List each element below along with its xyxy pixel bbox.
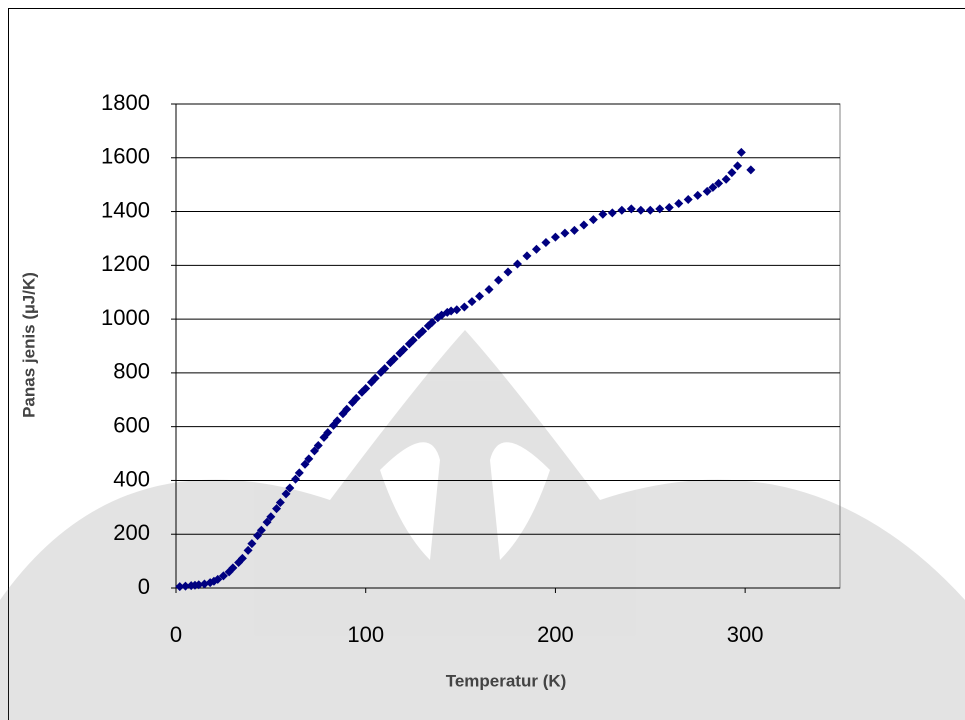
data-point [665,203,674,212]
data-point [693,191,702,200]
x-tick-label: 0 [170,622,182,647]
data-point [727,168,736,177]
y-tick-label: 1000 [101,305,150,330]
data-point [560,229,569,238]
x-tick-label: 100 [347,622,384,647]
data-point [522,251,531,260]
data-point [737,148,746,157]
y-tick-label: 0 [138,574,150,599]
data-point [532,245,541,254]
data-point [579,221,588,230]
data-point [460,303,469,312]
data-point [617,206,626,215]
data-point [722,175,731,184]
chart: Panas jenis (µJ/K) Temperatur (K) 0 200 40… [0,0,965,720]
y-tick-label: 1400 [101,197,150,222]
data-point [733,161,742,170]
data-point [674,199,683,208]
data-point [494,276,503,285]
y-axis-title: Panas jenis (µJ/K) [19,272,38,418]
data-point [684,195,693,204]
data-point [636,206,645,215]
data-point [485,285,494,294]
x-tick-label: 300 [727,622,764,647]
data-point [513,259,522,268]
data-point [467,297,476,306]
y-tick-label: 400 [113,466,150,491]
y-tick-label: 800 [113,359,150,384]
y-tick-label: 1800 [101,90,150,115]
data-point [646,206,655,215]
data-point [746,165,755,174]
data-point [504,268,513,277]
data-point [475,292,484,301]
data-point [551,233,560,242]
y-tick-label: 600 [113,412,150,437]
y-tick-label: 200 [113,520,150,545]
data-point [589,215,598,224]
data-point [570,226,579,235]
y-tick-label: 1600 [101,144,150,169]
data-point [541,238,550,247]
data-point [608,208,617,217]
x-axis-title: Temperatur (K) [446,671,567,690]
x-tick-label: 200 [537,622,574,647]
y-tick-label: 1200 [101,251,150,276]
